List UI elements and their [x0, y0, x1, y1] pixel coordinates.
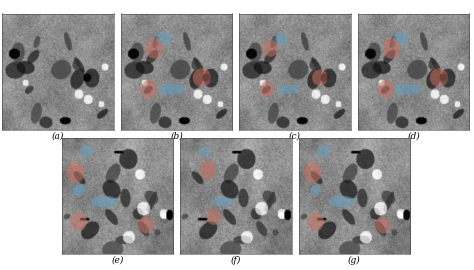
- X-axis label: (d): (d): [407, 132, 420, 141]
- X-axis label: (a): (a): [52, 132, 64, 141]
- X-axis label: (g): (g): [348, 256, 361, 265]
- X-axis label: (c): (c): [289, 132, 301, 141]
- X-axis label: (f): (f): [231, 256, 241, 265]
- X-axis label: (b): (b): [170, 132, 183, 141]
- X-axis label: (e): (e): [111, 256, 124, 265]
